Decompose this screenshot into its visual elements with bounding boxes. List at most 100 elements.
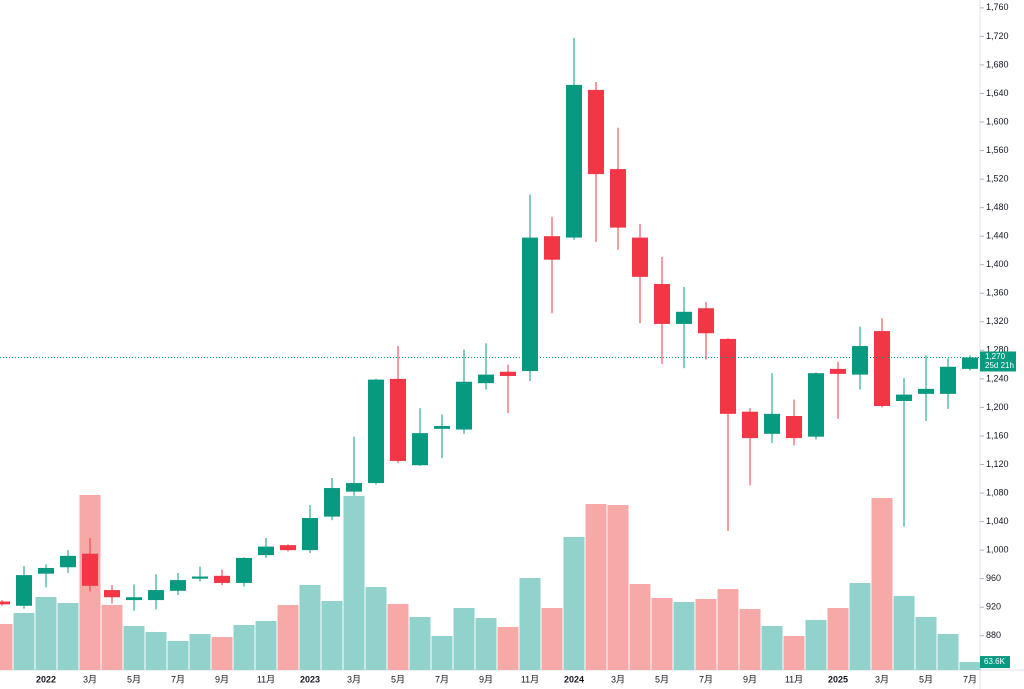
x-tick-label: 5月 [919,674,933,684]
x-tick-label: 2025 [828,674,848,684]
volume-bar [13,613,35,670]
volume-bar [365,587,387,670]
candle-body [654,283,670,324]
volume-bar [453,608,475,670]
volume-bar [343,496,365,670]
x-tick-label: 2024 [564,674,584,684]
x-tick-label: 5月 [127,674,141,684]
candle-body [918,388,934,394]
x-tick-label: 11月 [257,674,275,684]
volume-bar [277,605,299,670]
candle-body [632,237,648,277]
candle-body [346,483,362,492]
candle-body [720,338,736,414]
volume-bar [761,626,783,670]
y-tick-label: 1,480 [986,202,1009,212]
x-tick-label: 9月 [743,674,757,684]
x-tick-label: 2022 [36,674,56,684]
volume-bar [145,632,167,670]
volume-bar [123,626,145,670]
x-tick-label: 11月 [785,674,803,684]
volume-bar [321,601,343,670]
candle-body [214,575,230,583]
candle-body [412,433,428,466]
volume-bar [299,585,321,670]
volume-bar [387,604,409,670]
volume-bar [409,617,431,670]
x-tick-label: 7月 [435,674,449,684]
volume-bar [739,609,761,670]
x-tick-label: 3月 [611,674,625,684]
volume-bar [101,605,123,670]
y-tick-label: 1,360 [986,288,1009,298]
y-tick-label: 1,120 [986,459,1009,469]
y-tick-label: 1,520 [986,173,1009,183]
volume-bar [937,634,959,670]
candle-body [192,576,208,579]
volume-bar [673,602,695,670]
candle-body [148,590,164,601]
y-tick-label: 1,040 [986,516,1009,526]
volume-bar [959,662,981,670]
candle-body [16,575,32,606]
y-tick-label: 1,760 [986,2,1009,12]
y-tick-label: 1,600 [986,116,1009,126]
y-tick-label: 1,640 [986,88,1009,98]
x-tick-label: 3月 [347,674,361,684]
volume-bar [475,618,497,670]
candle-body [588,89,604,175]
y-tick-label: 1,560 [986,145,1009,155]
volume-bar [211,637,233,670]
volume-bar [695,599,717,670]
y-tick-label: 1,400 [986,259,1009,269]
candle-body [456,381,472,430]
volume-bar [717,589,739,670]
x-tick-label: 2023 [300,674,320,684]
y-tick-label: 1,240 [986,373,1009,383]
candle-body [500,371,516,377]
volume-bar [629,584,651,670]
volume-bar [783,636,805,670]
last-price-label: 1,270 [985,352,1006,361]
y-tick-label: 1,000 [986,545,1009,555]
x-tick-label: 9月 [215,674,229,684]
volume-label-box [980,656,1010,669]
volume-bar [167,641,189,670]
x-tick-label: 7月 [171,674,185,684]
candle-body [302,518,318,551]
x-tick-label: 3月 [875,674,889,684]
volume-bar [827,608,849,670]
candle-body [324,488,340,517]
volume-bar [849,583,871,670]
countdown-label: 25d 21h [985,361,1014,370]
candle-body [742,411,758,439]
y-tick-label: 1,720 [986,31,1009,41]
candle-body [808,373,824,437]
candle-body [170,580,186,591]
last-price-box [980,351,1016,372]
candle-body [852,346,868,375]
volume-bar [871,498,893,670]
y-tick-label: 960 [986,573,1001,583]
candle-body [0,601,10,605]
x-tick-label: 7月 [699,674,713,684]
y-tick-label: 1,440 [986,231,1009,241]
y-tick-label: 1,160 [986,430,1009,440]
candle-body [544,236,560,260]
y-tick-label: 1,080 [986,487,1009,497]
candle-body [830,368,846,374]
y-tick-label: 1,320 [986,316,1009,326]
candle-body [874,331,890,406]
candle-body [390,378,406,461]
x-tick-label: 7月 [963,674,977,684]
volume-bar [805,620,827,670]
candle-body [940,366,956,394]
candle-body [82,553,98,586]
candle-body [38,567,54,574]
volume-bar [519,578,541,670]
volume-bar [915,617,937,670]
volume-bar [541,608,563,670]
candle-body [566,84,582,238]
candle-body [434,425,450,429]
